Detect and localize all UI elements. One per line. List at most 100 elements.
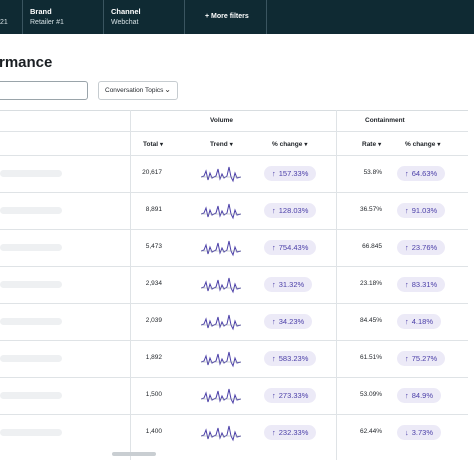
sparkline-icon (201, 314, 241, 331)
sort-icon: ▾ (378, 142, 382, 148)
group-header-volume: Volume (210, 117, 233, 124)
containment-change-badge: ↑ 91.03% (397, 203, 446, 218)
filter-channel-label: Channel (111, 7, 141, 16)
performance-table (0, 110, 468, 460)
arrow-up-icon: ↑ (405, 243, 409, 252)
sparkline-icon (201, 388, 241, 405)
volume-change-badge: ↑ 128.03% (264, 203, 317, 218)
containment-rate-value: 61.51% (359, 354, 382, 361)
more-filters-button[interactable]: + More filters (205, 13, 249, 20)
containment-rate-value: 62.44% (359, 428, 382, 435)
page-title: rmance (0, 54, 53, 71)
filter-divider (266, 0, 267, 34)
group-header-containment: Containment (365, 117, 405, 124)
containment-rate-value: 84.45% (359, 317, 382, 324)
sparkline-icon (201, 203, 241, 220)
column-header-total[interactable]: Total ▾ (143, 141, 164, 148)
sparkline-icon (201, 166, 241, 183)
horizontal-scrollbar[interactable] (112, 452, 156, 456)
containment-change-badge: ↑ 83.31% (397, 277, 446, 292)
row-divider (0, 266, 468, 267)
total-value: 1,892 (145, 354, 162, 361)
filter-divider (103, 0, 104, 34)
containment-rate-value: 66.845 (362, 243, 382, 250)
filter-divider (22, 0, 23, 34)
filter-channel-value[interactable]: Webchat (111, 19, 139, 26)
topic-name-placeholder (0, 392, 62, 399)
arrow-up-icon: ↑ (405, 169, 409, 178)
column-header-containment-change[interactable]: % change ▾ (405, 141, 441, 148)
containment-rate-value: 53.09% (359, 391, 382, 398)
sparkline-icon (201, 351, 241, 368)
arrow-up-icon: ↑ (405, 391, 409, 400)
header-divider (0, 131, 468, 132)
topic-name-placeholder (0, 244, 62, 251)
filter-divider (184, 0, 185, 34)
volume-change-badge: ↑ 31.32% (264, 277, 313, 292)
containment-change-badge: ↓ 3.73% (397, 425, 442, 440)
containment-rate-value: 53.8% (363, 169, 382, 176)
containment-change-badge: ↑ 75.27% (397, 351, 446, 366)
column-header-rate[interactable]: Rate ▾ (362, 141, 382, 148)
arrow-up-icon: ↑ (272, 206, 276, 215)
row-divider (0, 303, 468, 304)
sort-icon: ▾ (437, 142, 441, 148)
sparkline-icon (201, 240, 241, 257)
topic-name-placeholder (0, 207, 62, 214)
conversation-topics-dropdown[interactable]: Conversation Topics ⌄ (98, 81, 178, 100)
column-header-volume-change[interactable]: % change ▾ (272, 141, 308, 148)
volume-change-badge: ↑ 34.23% (264, 314, 313, 329)
topic-name-placeholder (0, 355, 62, 362)
volume-change-badge: ↑ 754.43% (264, 240, 317, 255)
volume-change-badge: ↑ 273.33% (264, 388, 317, 403)
row-divider (0, 340, 468, 341)
dropdown-label: Conversation Topics (105, 87, 164, 94)
containment-rate-value: 23.18% (359, 280, 382, 287)
total-value: 2,934 (145, 280, 162, 287)
arrow-up-icon: ↑ (405, 317, 409, 326)
row-divider (0, 155, 468, 156)
row-divider (0, 414, 468, 415)
arrow-up-icon: ↑ (405, 206, 409, 215)
filter-brand-value[interactable]: Retailer #1 (30, 19, 64, 26)
topic-name-placeholder (0, 429, 62, 436)
sort-icon: ▾ (304, 142, 308, 148)
containment-change-badge: ↑ 84.9% (397, 388, 442, 403)
search-input[interactable] (0, 81, 88, 100)
row-divider (0, 192, 468, 193)
sort-icon: ▾ (160, 142, 164, 148)
containment-change-badge: ↑ 64.63% (397, 166, 446, 181)
volume-change-badge: ↑ 157.33% (264, 166, 317, 181)
topic-name-placeholder (0, 281, 62, 288)
containment-change-badge: ↑ 4.18% (397, 314, 442, 329)
sort-icon: ▾ (229, 142, 233, 148)
sparkline-icon (201, 425, 241, 442)
filter-date-value[interactable]: 21 (0, 19, 8, 26)
column-divider (336, 110, 337, 460)
topic-name-placeholder (0, 170, 62, 177)
arrow-up-icon: ↑ (405, 280, 409, 289)
arrow-up-icon: ↑ (272, 391, 276, 400)
chevron-down-icon: ⌄ (164, 85, 171, 94)
total-value: 20,617 (142, 169, 162, 176)
arrow-down-icon: ↓ (405, 428, 409, 437)
row-divider (0, 377, 468, 378)
total-value: 8,891 (145, 206, 162, 213)
containment-rate-value: 36.57% (359, 206, 382, 213)
filter-brand-label: Brand (30, 7, 52, 16)
containment-change-badge: ↑ 23.76% (397, 240, 446, 255)
column-divider (130, 110, 131, 460)
volume-change-badge: ↑ 232.33% (264, 425, 317, 440)
total-value: 1,500 (145, 391, 162, 398)
column-header-trend[interactable]: Trend ▾ (210, 141, 233, 148)
arrow-up-icon: ↑ (272, 280, 276, 289)
arrow-up-icon: ↑ (272, 428, 276, 437)
sparkline-icon (201, 277, 241, 294)
arrow-up-icon: ↑ (405, 354, 409, 363)
arrow-up-icon: ↑ (272, 317, 276, 326)
arrow-up-icon: ↑ (272, 354, 276, 363)
total-value: 1,400 (145, 428, 162, 435)
total-value: 5,473 (145, 243, 162, 250)
topic-name-placeholder (0, 318, 62, 325)
total-value: 2,039 (145, 317, 162, 324)
